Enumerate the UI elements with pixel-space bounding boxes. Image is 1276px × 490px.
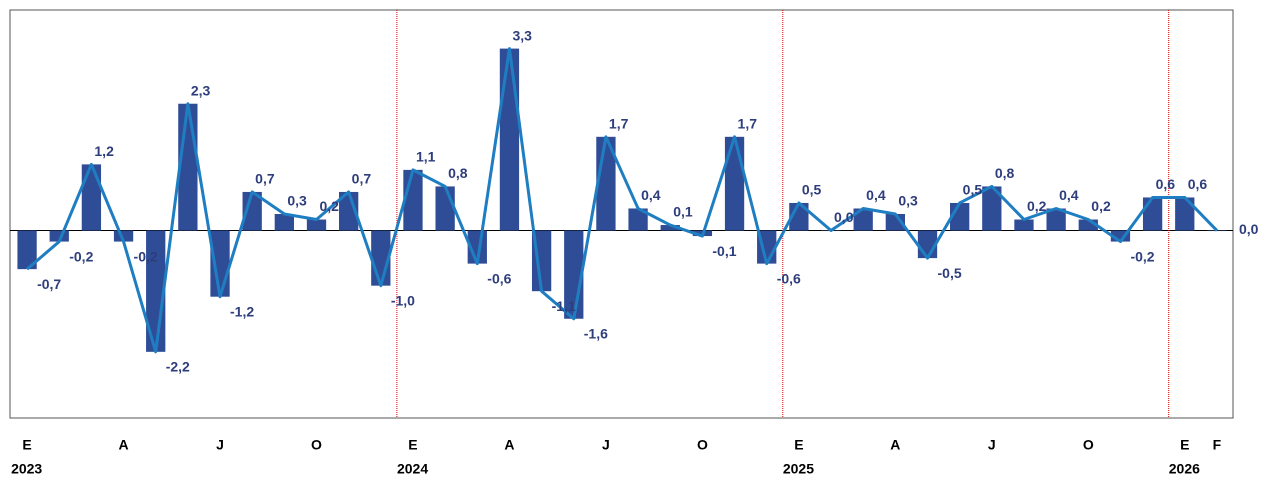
bar: [81, 164, 102, 231]
data-label: -0,2: [134, 248, 158, 264]
x-tick-label: J: [216, 437, 224, 453]
x-tick-label: O: [1083, 437, 1094, 453]
data-label: 0,7: [352, 171, 372, 187]
bar: [113, 230, 134, 242]
data-label: 0,4: [866, 187, 886, 203]
x-tick-label: A: [504, 437, 514, 453]
bar: [17, 230, 37, 270]
bar: [853, 208, 873, 231]
data-label: 0,0: [834, 209, 854, 225]
data-label: 0,0: [1239, 221, 1259, 237]
x-tick-label: A: [118, 437, 128, 453]
data-label: -2,2: [166, 359, 190, 375]
bar: [1207, 230, 1227, 232]
x-tick-label: J: [988, 437, 996, 453]
data-label: 1,2: [94, 143, 114, 159]
plot-frame: [9, 9, 1234, 419]
bar: [403, 169, 423, 231]
bar: [982, 186, 1002, 231]
line: [26, 47, 1218, 354]
x-tick-label: E: [794, 437, 803, 453]
data-label: -0,5: [938, 265, 962, 281]
x-tick-label: J: [602, 437, 610, 453]
data-label: 0,2: [1027, 198, 1047, 214]
data-label: -0,1: [712, 243, 736, 259]
data-label: 0,5: [802, 182, 822, 198]
bar: [499, 48, 520, 231]
year-label: 2024: [397, 461, 428, 477]
data-label: 0,8: [448, 165, 468, 181]
data-label: 0,4: [1059, 187, 1079, 203]
data-label: -0,6: [487, 270, 511, 286]
bar: [49, 230, 69, 242]
bar: [1014, 219, 1034, 231]
data-label: -1,2: [230, 303, 254, 319]
data-label: -1,1: [552, 298, 576, 314]
data-label: -1,0: [391, 292, 415, 308]
bar: [724, 136, 745, 231]
data-label: 1,7: [609, 116, 629, 132]
data-label: 0,7: [255, 171, 275, 187]
x-tick-label: F: [1213, 437, 1222, 453]
bar: [1110, 230, 1131, 242]
data-label: 0,3: [287, 193, 307, 209]
bar: [1078, 219, 1098, 231]
x-tick-label: O: [311, 437, 322, 453]
data-label: 1,7: [738, 116, 758, 132]
year-label: 2025: [783, 461, 814, 477]
data-label: 0,3: [898, 193, 918, 209]
bar: [242, 191, 262, 231]
bar: [1142, 197, 1163, 231]
data-label: 0,8: [995, 165, 1015, 181]
data-label: -0,7: [37, 276, 61, 292]
bar: [660, 225, 680, 231]
x-tick-label: E: [408, 437, 417, 453]
data-label: 0,2: [320, 198, 340, 214]
year-label: 2026: [1169, 461, 1200, 477]
data-label: 0,6: [1188, 176, 1208, 192]
data-label: 0,4: [641, 187, 661, 203]
year-label: 2023: [11, 461, 42, 477]
data-label: 1,1: [416, 149, 436, 165]
x-tick-label: A: [890, 437, 900, 453]
bar: [1175, 197, 1195, 231]
data-label: 0,2: [1091, 198, 1111, 214]
data-label: -0,6: [777, 270, 801, 286]
data-label: 0,6: [1156, 176, 1176, 192]
data-label: 0,5: [963, 182, 983, 198]
bar: [628, 208, 648, 231]
data-label: 3,3: [512, 27, 532, 43]
x-tick-label: O: [697, 437, 708, 453]
data-label: 2,3: [191, 82, 211, 98]
data-label: -0,2: [1130, 248, 1154, 264]
data-label: -1,6: [584, 325, 608, 341]
bar: [435, 186, 455, 231]
data-label: -0,2: [69, 248, 93, 264]
bar: [1046, 208, 1066, 231]
bar: [274, 214, 294, 231]
x-tick-label: E: [22, 437, 31, 453]
x-tick-label: E: [1180, 437, 1189, 453]
data-label: 0,1: [673, 204, 693, 220]
bar: [306, 219, 327, 231]
